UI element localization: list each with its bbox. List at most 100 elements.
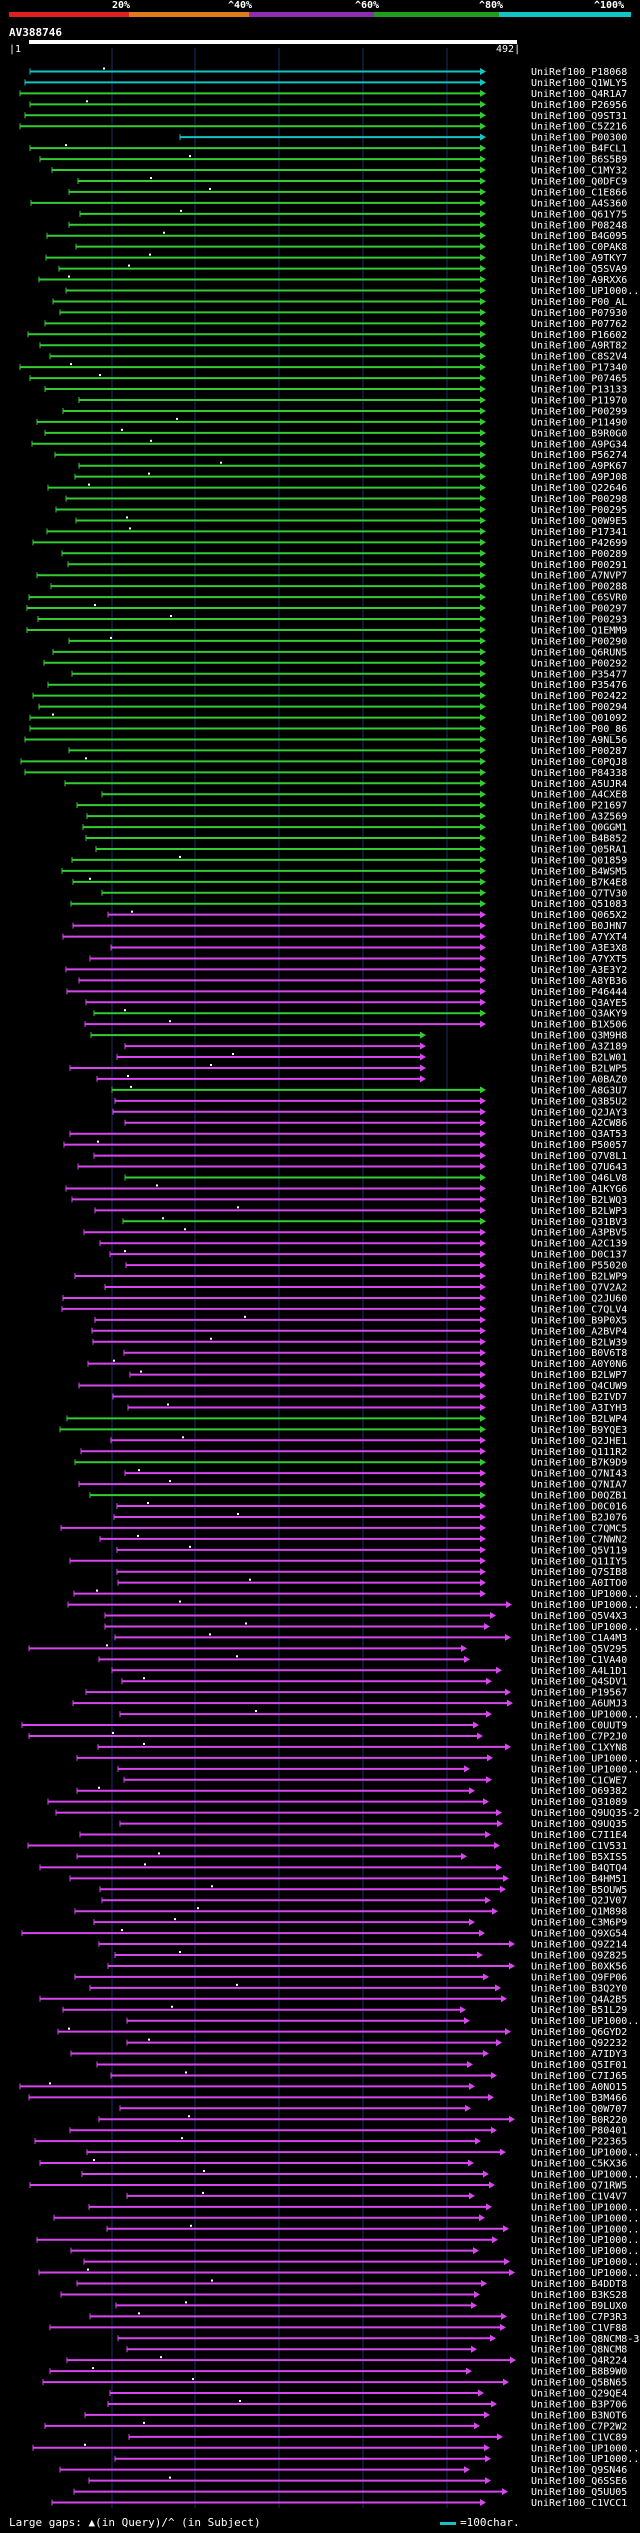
hit-label[interactable]: UniRef100_Q3AT53: [531, 1129, 627, 1140]
hit-label[interactable]: UniRef100_A8G3U7: [531, 1085, 627, 1096]
hit-label[interactable]: UniRef100_UP1000...: [531, 2443, 640, 2454]
hit-label[interactable]: UniRef100_A4S360: [531, 198, 627, 209]
hit-label[interactable]: UniRef100_C8S2V4: [531, 352, 627, 363]
hit-label[interactable]: UniRef100_Q7NIA7: [531, 1480, 627, 1491]
hit-label[interactable]: UniRef100_A2C139: [531, 1239, 627, 1250]
hit-label[interactable]: UniRef100_Q4A2B5: [531, 1994, 627, 2005]
hit-label[interactable]: UniRef100_Q7SIB8: [531, 1567, 627, 1578]
hit-label[interactable]: UniRef100_P55020: [531, 1261, 627, 1272]
hit-label[interactable]: UniRef100_B9LUX0: [531, 2301, 627, 2312]
hit-label[interactable]: UniRef100_A9PK67: [531, 461, 627, 472]
hit-label[interactable]: UniRef100_P08248: [531, 220, 627, 231]
hit-label[interactable]: UniRef100_A7YXT4: [531, 932, 627, 943]
hit-label[interactable]: UniRef100_B3NOT6: [531, 2410, 627, 2421]
hit-label[interactable]: UniRef100_B1X506: [531, 1020, 627, 1031]
hit-label[interactable]: UniRef100_Q61Y75: [531, 209, 627, 220]
hit-label[interactable]: UniRef100_B0V6T8: [531, 1348, 627, 1359]
hit-label[interactable]: UniRef100_Q4SDV1: [531, 1677, 627, 1688]
hit-label[interactable]: UniRef100_P35477: [531, 669, 627, 680]
hit-label[interactable]: UniRef100_D0QZB1: [531, 1491, 627, 1502]
hit-label[interactable]: UniRef100_C1A4M3: [531, 1633, 627, 1644]
hit-label[interactable]: UniRef100_P00287: [531, 746, 627, 757]
hit-label[interactable]: UniRef100_UP1000...: [531, 2235, 640, 2246]
hit-label[interactable]: UniRef100_P00299: [531, 406, 627, 417]
hit-label[interactable]: UniRef100_P18068: [531, 67, 627, 78]
hit-label[interactable]: UniRef100_Q0DFC9: [531, 176, 627, 187]
hit-label[interactable]: UniRef100_Q46LV8: [531, 1173, 627, 1184]
hit-label[interactable]: UniRef100_P00292: [531, 658, 627, 669]
hit-label[interactable]: UniRef100_P11490: [531, 417, 627, 428]
hit-label[interactable]: UniRef100_Q6GYD2: [531, 2027, 627, 2038]
hit-label[interactable]: UniRef100_P17340: [531, 363, 627, 374]
hit-label[interactable]: UniRef100_Q29QE4: [531, 2389, 627, 2400]
hit-label[interactable]: UniRef100_A9TKY7: [531, 253, 627, 264]
hit-label[interactable]: UniRef100_C1VC89: [531, 2432, 627, 2443]
hit-label[interactable]: UniRef100_P00290: [531, 636, 627, 647]
hit-label[interactable]: UniRef100_Q111R2: [531, 1447, 627, 1458]
hit-label[interactable]: UniRef100_Q92232: [531, 2038, 627, 2049]
hit-label[interactable]: UniRef100_A3PBV5: [531, 1228, 627, 1239]
hit-label[interactable]: UniRef100_Q3AKY9: [531, 1009, 627, 1020]
hit-label[interactable]: UniRef100_A3E3Y2: [531, 965, 627, 976]
hit-label[interactable]: UniRef100_P00294: [531, 702, 627, 713]
hit-label[interactable]: UniRef100_B4HM51: [531, 1874, 627, 1885]
hit-label[interactable]: UniRef100_B2LW39: [531, 1337, 627, 1348]
hit-label[interactable]: UniRef100_A2BVP4: [531, 1326, 627, 1337]
hit-label[interactable]: UniRef100_C3M6P9: [531, 1918, 627, 1929]
hit-label[interactable]: UniRef100_C1V531: [531, 1841, 627, 1852]
hit-label[interactable]: UniRef100_Q05RA1: [531, 844, 627, 855]
hit-label[interactable]: UniRef100_C1VCC1: [531, 2498, 627, 2509]
hit-label[interactable]: UniRef100_Q0W707: [531, 2104, 627, 2115]
hit-label[interactable]: UniRef100_P16602: [531, 330, 627, 341]
hit-label[interactable]: UniRef100_A0Y0N6: [531, 1359, 627, 1370]
hit-label[interactable]: UniRef100_A9RT82: [531, 341, 627, 352]
hit-label[interactable]: UniRef100_P35476: [531, 680, 627, 691]
hit-label[interactable]: UniRef100_B4WSM5: [531, 866, 627, 877]
hit-label[interactable]: UniRef100_A0ITO0: [531, 1578, 627, 1589]
hit-label[interactable]: UniRef100_Q01092: [531, 713, 627, 724]
hit-label[interactable]: UniRef100_P00289: [531, 549, 627, 560]
hit-label[interactable]: UniRef100_Q2JU60: [531, 1293, 627, 1304]
hit-label[interactable]: UniRef100_UP1000...: [531, 1753, 640, 1764]
hit-label[interactable]: UniRef100_P00293: [531, 615, 627, 626]
hit-label[interactable]: UniRef100_A9RXX6: [531, 275, 627, 286]
hit-label[interactable]: UniRef100_UP1000...: [531, 2170, 640, 2181]
hit-label[interactable]: UniRef100_Q9XG54: [531, 1929, 627, 1940]
hit-label[interactable]: UniRef100_A3Z189: [531, 1042, 627, 1053]
hit-label[interactable]: UniRef100_Q5SVA9: [531, 264, 627, 275]
hit-label[interactable]: UniRef100_C7I1E4: [531, 1830, 627, 1841]
hit-label[interactable]: UniRef100_B0JHN7: [531, 921, 627, 932]
hit-label[interactable]: UniRef100_Q31089: [531, 1797, 627, 1808]
hit-label[interactable]: UniRef100_C0PAK8: [531, 242, 627, 253]
hit-label[interactable]: UniRef100_P02422: [531, 691, 627, 702]
hit-label[interactable]: UniRef100_Q6RUN5: [531, 647, 627, 658]
hit-label[interactable]: UniRef100_P00300: [531, 133, 627, 144]
hit-label[interactable]: UniRef100_A8YB36: [531, 976, 627, 987]
hit-label[interactable]: UniRef100_Q065X2: [531, 910, 627, 921]
hit-label[interactable]: UniRef100_Q8NCM8-3: [531, 2334, 639, 2345]
hit-label[interactable]: UniRef100_C7P3R3: [531, 2312, 627, 2323]
hit-label[interactable]: UniRef100_D0C016: [531, 1502, 627, 1513]
hit-label[interactable]: UniRef100_C7QLV4: [531, 1304, 627, 1315]
hit-label[interactable]: UniRef100_A4L1D1: [531, 1666, 627, 1677]
hit-label[interactable]: UniRef100_A0BAZ0: [531, 1074, 627, 1085]
hit-label[interactable]: UniRef100_Q9ST31: [531, 111, 627, 122]
hit-label[interactable]: UniRef100_Q9UQ35: [531, 1819, 627, 1830]
hit-label[interactable]: UniRef100_C1CWE7: [531, 1775, 627, 1786]
hit-label[interactable]: UniRef100_Q31BV3: [531, 1217, 627, 1228]
hit-label[interactable]: UniRef100_Q9UQ35-2: [531, 1808, 639, 1819]
hit-label[interactable]: UniRef100_A5UJR4: [531, 779, 627, 790]
hit-label[interactable]: UniRef100_UP1000...: [531, 2202, 640, 2213]
hit-label[interactable]: UniRef100_P21697: [531, 801, 627, 812]
hit-label[interactable]: UniRef100_P00297: [531, 604, 627, 615]
hit-label[interactable]: UniRef100_C6SVR0: [531, 593, 627, 604]
hit-label[interactable]: UniRef100_UP1000...: [531, 1710, 640, 1721]
hit-label[interactable]: UniRef100_P07930: [531, 308, 627, 319]
hit-label[interactable]: UniRef100_B6S5B9: [531, 155, 627, 166]
hit-label[interactable]: UniRef100_Q0W9E5: [531, 516, 627, 527]
hit-label[interactable]: UniRef100_UP1000...: [531, 1589, 640, 1600]
hit-label[interactable]: UniRef100_B2LWP7: [531, 1370, 627, 1381]
hit-label[interactable]: UniRef100_B3P706: [531, 2399, 627, 2410]
hit-label[interactable]: UniRef100_A9PJ08: [531, 472, 627, 483]
hit-label[interactable]: UniRef100_UP1000...: [531, 2268, 640, 2279]
